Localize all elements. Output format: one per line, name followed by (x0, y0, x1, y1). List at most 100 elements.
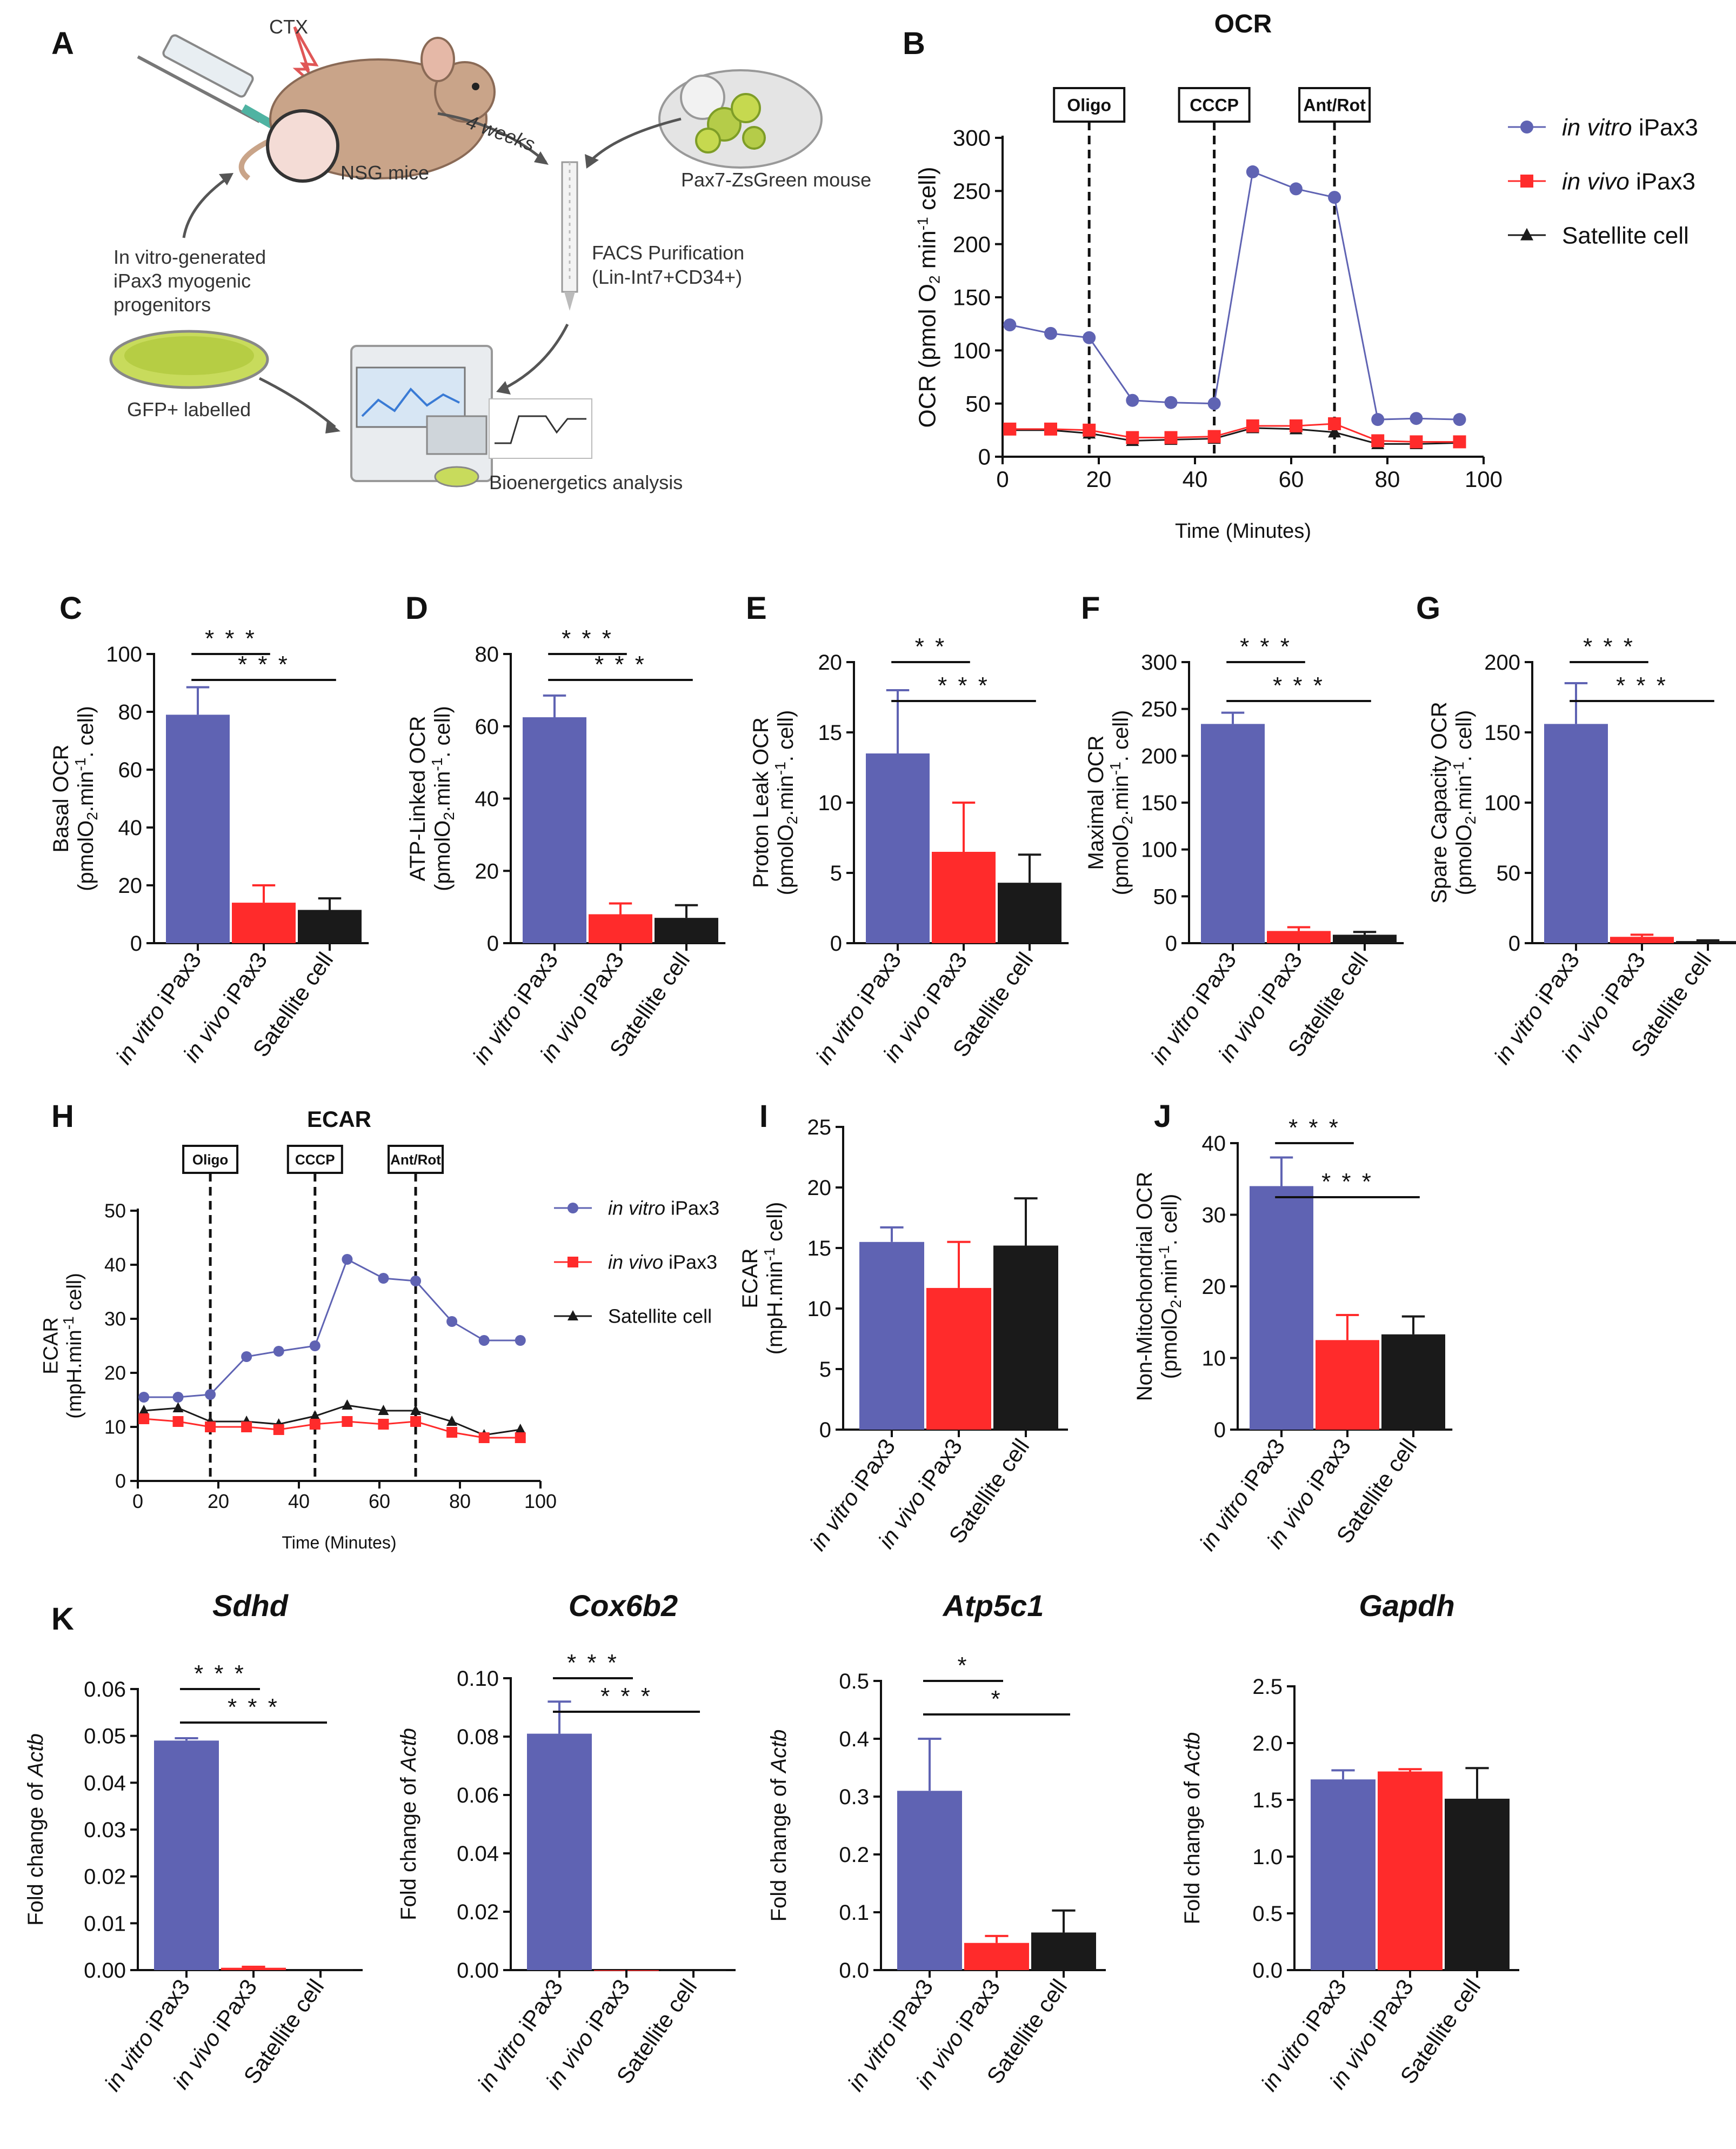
y-tick-label: 0.08 (457, 1725, 499, 1749)
significance-stars: * (957, 1652, 969, 1679)
legend-marker (1520, 175, 1533, 188)
data-point (205, 1389, 216, 1400)
panel-letter-h: H (51, 1099, 74, 1134)
series-line (144, 1404, 520, 1436)
significance-stars: * * * (1616, 672, 1668, 699)
y-tick-label: 0 (978, 444, 991, 470)
data-point (378, 1405, 389, 1415)
y-tick-label: 15 (807, 1237, 832, 1260)
data-point (1371, 413, 1385, 426)
y-axis-title: (pmolO2​.min-1​. cell) (772, 710, 800, 896)
data-point (446, 1316, 458, 1327)
y-tick-label: 50 (104, 1200, 126, 1222)
data-point (1328, 425, 1341, 438)
data-point (1164, 396, 1178, 409)
y-tick-label: 250 (1141, 698, 1177, 722)
data-point (1328, 191, 1341, 204)
y-axis-title-group: Fold change of Actb (397, 1728, 420, 1920)
y-tick-label: 10 (818, 791, 843, 815)
significance-stars: * * * (1321, 1169, 1373, 1195)
injection-label: CCCP (295, 1151, 335, 1167)
y-tick-label: 40 (475, 787, 499, 811)
y-tick-label: 0 (115, 1470, 126, 1492)
data-point (309, 1340, 321, 1351)
x-tick-label: 0 (132, 1490, 143, 1512)
y-tick-label: 150 (953, 285, 991, 310)
data-point (515, 1432, 526, 1443)
bar-in-vitro (154, 1740, 219, 1970)
y-axis-title-group: Maximal OCR(pmolO2​.min-1​. cell) (1084, 710, 1136, 896)
bar-in-vitro (166, 715, 230, 943)
panel-letter-c: C (59, 591, 82, 626)
data-point (515, 1424, 526, 1434)
data-point (205, 1421, 216, 1432)
bar-in-vitro (1544, 724, 1608, 943)
y-tick-label: 60 (475, 715, 499, 739)
data-point (241, 1421, 252, 1432)
bar-satellite (998, 883, 1061, 943)
bar-in-vivo (926, 1287, 991, 1430)
y-axis-title: (pmolO2​.min-1​. cell) (72, 706, 101, 891)
y-axis-title-group: ECAR(mpH.min-1​ cell) (39, 1273, 86, 1419)
y-tick-label: 20 (818, 651, 843, 675)
bio-label: Bioenergetics analysis (489, 471, 683, 493)
y-tick-label: 50 (1497, 862, 1521, 885)
panel-a-schematic: CTX NSG mice 4 weeks Pax7-ZsGreen mouse … (109, 16, 871, 493)
bar-in-vivo (589, 914, 652, 943)
data-point (138, 1413, 150, 1424)
x-tick-label: 40 (1183, 466, 1208, 492)
legend-label: Satellite cell (1562, 222, 1689, 249)
legend-label: in vitro iPax3 (608, 1197, 719, 1219)
data-point (342, 1254, 353, 1265)
legend-label: in vitro iPax3 (1562, 114, 1698, 141)
y-tick-label: 80 (118, 700, 143, 724)
data-point (138, 1405, 150, 1415)
trace-inset-icon (489, 398, 592, 459)
y-tick-label: 0.05 (84, 1725, 126, 1748)
facs-tube-icon (561, 161, 578, 311)
significance-stars: * * * (205, 625, 257, 652)
y-tick-label: 0.0 (839, 1959, 869, 1983)
panel-letter-a: A (51, 26, 74, 61)
y-tick-label: 0.06 (457, 1784, 499, 1807)
y-tick-label: 100 (953, 338, 991, 363)
legend-marker (1520, 228, 1533, 241)
data-point (1246, 165, 1259, 178)
y-tick-label: 30 (104, 1308, 126, 1330)
panel-letter-b: B (903, 26, 925, 61)
y-tick-label: 100 (106, 643, 142, 666)
bar-satellite (1031, 1932, 1096, 1970)
injection-box (1298, 87, 1371, 123)
y-axis-title: (pmolO2​.min-1​. cell) (1107, 710, 1136, 896)
y-axis-title: (mpH.min-1​ cell) (761, 1202, 787, 1355)
y-axis-title: Spare Capacity OCR (1427, 702, 1451, 903)
y-tick-label: 0.03 (84, 1818, 126, 1842)
line-chart-b: 0 50 100 150 200 250 300 0 20 40 60 80 100 Oligo CCCP A… (914, 10, 1698, 543)
y-tick-label: 0.2 (839, 1843, 869, 1867)
chart-title: OCR (1214, 10, 1272, 38)
y-tick-label: 0 (1508, 932, 1520, 956)
injection-label: Oligo (1067, 96, 1111, 115)
data-point (172, 1416, 184, 1427)
bar-in-vitro (897, 1791, 962, 1970)
y-tick-label: 50 (1153, 885, 1178, 909)
significance-stars: * * * (1273, 672, 1325, 699)
data-point (1083, 423, 1096, 437)
petri-dish-icon (109, 330, 269, 389)
y-tick-label: 0.3 (839, 1785, 869, 1809)
y-tick-label: 150 (1484, 721, 1520, 745)
data-point (1328, 417, 1341, 431)
y-axis-title: Fold change of Actb (1180, 1732, 1204, 1925)
y-tick-label: 40 (118, 816, 143, 840)
data-point (1126, 431, 1139, 444)
y-axis-title: (pmolO2​.min-1​. cell) (429, 706, 457, 891)
y-tick-label: 80 (475, 643, 499, 666)
pax7-mouse-icon (658, 69, 823, 169)
y-axis-title: Basal OCR (49, 744, 73, 852)
y-tick-label: 0.5 (1252, 1902, 1283, 1926)
bar-in-vitro (1201, 724, 1265, 943)
y-tick-label: 0.04 (84, 1771, 126, 1795)
y-tick-label: 40 (104, 1254, 126, 1276)
y-tick-label: 0.02 (84, 1865, 126, 1889)
data-point (410, 1405, 422, 1415)
